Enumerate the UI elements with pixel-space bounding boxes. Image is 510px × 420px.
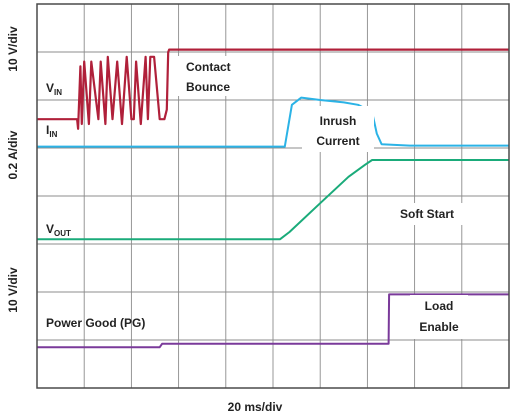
trace-iin: [37, 96, 509, 148]
label-vout: VOUT: [46, 222, 71, 238]
label-power-good: Power Good (PG): [46, 316, 145, 330]
traces: [37, 48, 509, 349]
annotation-load-line-1: Load: [425, 299, 454, 313]
annotation-soft-start: Soft Start: [400, 207, 454, 221]
trace-pg: [37, 293, 509, 349]
label-vin: VIN: [46, 81, 62, 97]
plot-frame: [36, 3, 510, 389]
annotation-contact-bounce-box: [178, 56, 248, 96]
annotation-inrush-line-2: Current: [316, 134, 359, 148]
annotation-contact-line-1: Contact: [186, 60, 231, 74]
annotation-inrush-box: [302, 106, 374, 152]
annotation-soft-start-box: [393, 203, 475, 225]
trace-vin: [37, 48, 509, 130]
annotation-inrush-line-1: Inrush: [320, 114, 357, 128]
label-iin: IIN: [46, 123, 58, 139]
x-axis-label: 20 ms/div: [227, 400, 283, 414]
trace-vout: [37, 159, 509, 241]
annotation-load-line-2: Enable: [419, 320, 459, 334]
trace-labels: VIN IIN VOUT Power Good (PG) Contact Bounce In…: [46, 56, 475, 339]
annotation-load-enable-box: [410, 295, 468, 339]
grid: [37, 4, 509, 388]
annotation-contact-line-2: Bounce: [186, 80, 230, 94]
